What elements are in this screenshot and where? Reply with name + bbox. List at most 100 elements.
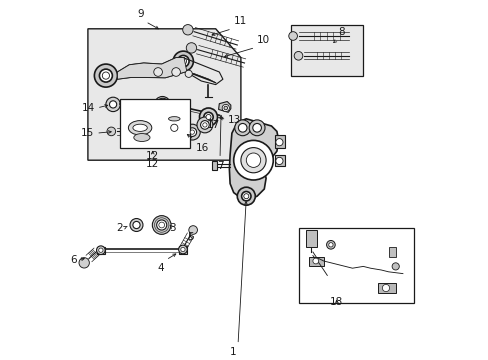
Circle shape (181, 247, 185, 252)
Bar (275, 135, 285, 148)
Ellipse shape (168, 117, 180, 121)
Text: 5: 5 (187, 232, 193, 242)
Circle shape (275, 139, 283, 146)
Text: 12: 12 (146, 150, 159, 161)
Circle shape (241, 192, 250, 201)
Circle shape (159, 222, 164, 228)
Circle shape (107, 127, 115, 136)
Circle shape (188, 226, 197, 234)
Bar (377, 283, 395, 293)
Bar (275, 155, 285, 166)
Circle shape (200, 121, 209, 129)
Text: 6: 6 (70, 255, 76, 265)
Circle shape (170, 124, 178, 131)
Text: 16: 16 (196, 143, 209, 153)
Text: 13: 13 (228, 114, 241, 125)
Polygon shape (179, 246, 186, 254)
Circle shape (326, 240, 335, 249)
Circle shape (237, 187, 255, 205)
Circle shape (382, 284, 389, 292)
Ellipse shape (128, 121, 151, 135)
Circle shape (180, 58, 186, 64)
Circle shape (99, 248, 103, 252)
Text: 9: 9 (137, 9, 143, 19)
Bar (309, 257, 323, 266)
Circle shape (178, 245, 187, 254)
Circle shape (275, 157, 283, 165)
Circle shape (153, 68, 162, 76)
Circle shape (238, 123, 246, 132)
Polygon shape (229, 119, 278, 200)
Circle shape (312, 258, 318, 264)
Circle shape (252, 123, 261, 132)
Circle shape (391, 263, 399, 270)
Ellipse shape (133, 124, 147, 131)
Circle shape (102, 72, 109, 79)
Circle shape (205, 114, 211, 120)
Text: 18: 18 (329, 297, 343, 307)
Bar (305, 230, 316, 247)
Text: 8: 8 (337, 27, 344, 37)
Circle shape (79, 258, 89, 268)
Circle shape (197, 117, 212, 133)
Circle shape (171, 68, 180, 76)
Polygon shape (88, 29, 241, 160)
Circle shape (177, 55, 189, 67)
Bar (120, 99, 190, 148)
Circle shape (199, 108, 217, 126)
Bar (298, 228, 413, 303)
Circle shape (155, 98, 170, 113)
Circle shape (152, 216, 171, 234)
Text: 17: 17 (207, 120, 220, 130)
Text: 7: 7 (216, 161, 223, 171)
Bar (291, 25, 363, 76)
Circle shape (167, 121, 181, 134)
Circle shape (106, 97, 120, 112)
Text: 3: 3 (169, 222, 176, 233)
Circle shape (328, 243, 332, 247)
Circle shape (185, 70, 192, 77)
Text: 14: 14 (81, 103, 95, 113)
Circle shape (233, 140, 273, 180)
Circle shape (241, 148, 265, 173)
Circle shape (288, 32, 297, 40)
Circle shape (133, 221, 140, 229)
Circle shape (222, 104, 229, 112)
Circle shape (159, 102, 166, 109)
Text: 15: 15 (81, 128, 94, 138)
Circle shape (184, 124, 200, 140)
Circle shape (224, 106, 227, 110)
Circle shape (244, 194, 248, 199)
Circle shape (154, 96, 170, 112)
Circle shape (109, 101, 117, 108)
Circle shape (130, 219, 142, 231)
Bar (387, 247, 395, 257)
Polygon shape (218, 102, 230, 112)
Text: 10: 10 (257, 35, 270, 45)
Circle shape (246, 153, 260, 167)
Circle shape (190, 130, 194, 134)
Circle shape (99, 69, 112, 82)
Circle shape (249, 120, 264, 136)
Text: 4: 4 (157, 263, 164, 273)
Text: 12: 12 (146, 159, 159, 169)
Circle shape (94, 64, 117, 87)
Circle shape (294, 51, 302, 60)
Circle shape (183, 24, 193, 35)
Bar (212, 161, 217, 170)
Circle shape (163, 116, 185, 139)
Text: 1: 1 (229, 347, 236, 357)
Polygon shape (97, 247, 104, 254)
Circle shape (234, 120, 250, 136)
Circle shape (158, 100, 166, 109)
Text: 11: 11 (233, 16, 246, 26)
Text: 2: 2 (116, 222, 122, 233)
Ellipse shape (134, 134, 150, 141)
Circle shape (173, 51, 193, 71)
Circle shape (96, 246, 105, 255)
Circle shape (203, 123, 206, 127)
Polygon shape (117, 58, 215, 83)
Circle shape (187, 128, 196, 136)
Circle shape (203, 112, 213, 122)
Circle shape (156, 220, 166, 230)
